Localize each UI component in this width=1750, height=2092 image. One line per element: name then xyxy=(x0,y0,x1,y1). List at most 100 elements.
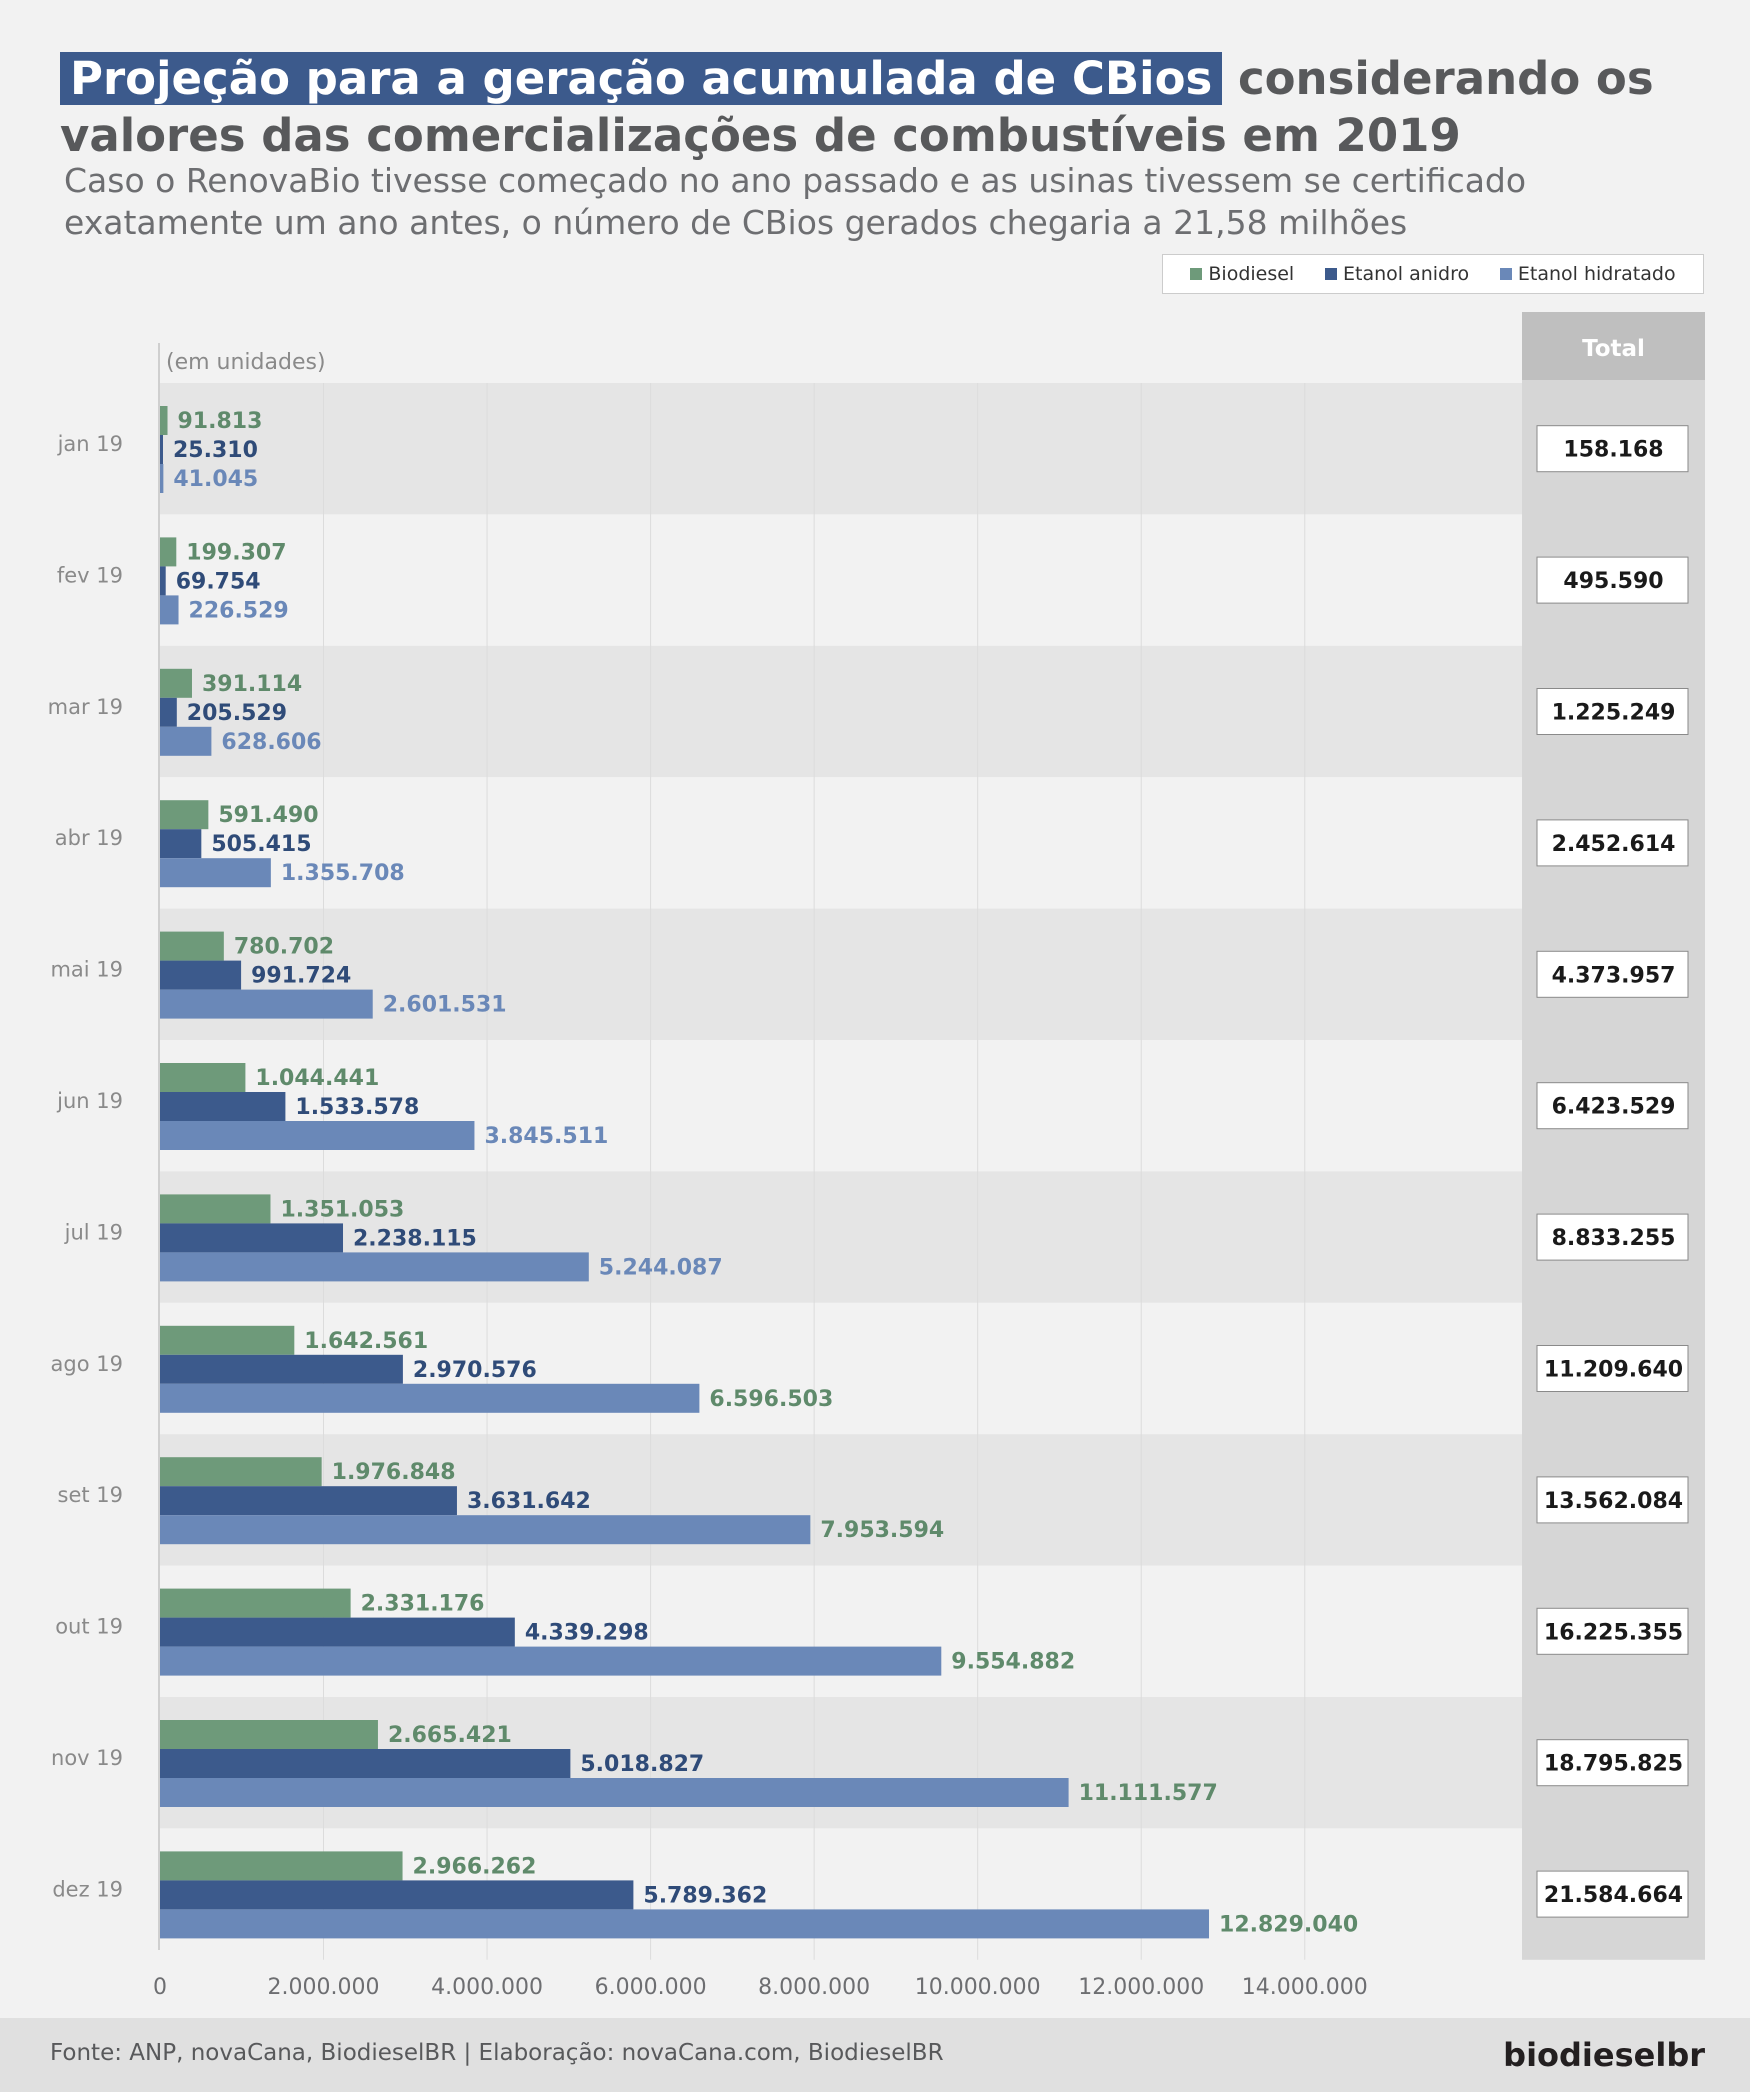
total-box xyxy=(1536,950,1689,998)
value-label-etanol-anidro: 2.970.576 xyxy=(413,1358,537,1383)
category-label: out 19 xyxy=(55,1615,123,1639)
bar-etanol-hidratado xyxy=(160,464,164,493)
value-label-etanol-anidro: 5.018.827 xyxy=(580,1752,704,1777)
row-band xyxy=(160,777,1522,909)
total-box xyxy=(1536,1607,1689,1655)
legend-item-etanol-anidro: Etanol anidro xyxy=(1324,263,1469,285)
totals-header-bg xyxy=(1522,312,1705,380)
legend-item-biodiesel: Biodiesel xyxy=(1190,263,1294,285)
total-value: 18.795.825 xyxy=(1544,1752,1683,1777)
category-label: nov 19 xyxy=(51,1746,123,1770)
totals-header: Total xyxy=(1582,336,1645,362)
row-band xyxy=(160,908,1522,1040)
total-value: 2.452.614 xyxy=(1552,832,1676,857)
total-box xyxy=(1536,1345,1689,1392)
bar-biodiesel xyxy=(160,931,224,961)
legend-item-etanol-hidratado: Etanol hidratado xyxy=(1499,263,1676,285)
value-label-etanol-hidratado: 628.606 xyxy=(221,730,321,755)
bar-etanol-hidratado xyxy=(160,1383,700,1413)
bar-etanol-anidro xyxy=(160,829,202,859)
bar-etanol-anidro xyxy=(160,1617,515,1647)
value-label-etanol-anidro: 2.238.115 xyxy=(353,1226,477,1251)
bar-biodiesel xyxy=(160,1588,351,1618)
bar-etanol-hidratado xyxy=(160,989,373,1019)
bar-etanol-hidratado xyxy=(160,1515,811,1545)
value-label-biodiesel: 391.114 xyxy=(202,672,302,697)
value-label-biodiesel: 1.642.561 xyxy=(304,1329,428,1354)
category-label: mar 19 xyxy=(48,695,123,719)
value-label-etanol-anidro: 505.415 xyxy=(211,832,311,857)
total-box xyxy=(1536,688,1689,735)
y-axis-label: (em unidades) xyxy=(166,350,326,375)
value-label-etanol-anidro: 69.754 xyxy=(176,569,261,594)
x-tick-label: 6.000.000 xyxy=(595,1975,707,2000)
bar-etanol-anidro xyxy=(160,566,166,596)
value-label-etanol-hidratado: 7.953.594 xyxy=(820,1518,944,1543)
x-tick-label: 0 xyxy=(153,1975,167,2000)
total-value: 8.833.255 xyxy=(1552,1226,1676,1251)
bar-etanol-hidratado xyxy=(160,595,179,625)
value-label-etanol-anidro: 991.724 xyxy=(251,964,351,989)
value-label-etanol-hidratado: 1.355.708 xyxy=(281,861,405,886)
category-label: set 19 xyxy=(58,1483,124,1507)
category-label: ago 19 xyxy=(51,1352,123,1376)
total-value: 6.423.529 xyxy=(1552,1095,1676,1120)
bar-biodiesel xyxy=(160,1851,403,1881)
category-label: jan 19 xyxy=(57,432,123,456)
row-band xyxy=(160,645,1522,778)
bar-etanol-hidratado xyxy=(160,1646,942,1676)
total-box xyxy=(1536,1870,1689,1918)
category-label: jun 19 xyxy=(56,1089,123,1113)
legend-label-etanol-hidratado: Etanol hidratado xyxy=(1517,263,1676,285)
value-label-etanol-anidro: 4.339.298 xyxy=(525,1621,649,1646)
total-value: 158.168 xyxy=(1563,438,1663,463)
value-label-biodiesel: 1.976.848 xyxy=(332,1460,456,1485)
bar-biodiesel xyxy=(160,1194,271,1224)
total-box xyxy=(1536,1082,1689,1130)
bar-etanol-hidratado xyxy=(160,726,212,756)
bar-etanol-anidro xyxy=(160,1486,457,1516)
bar-etanol-hidratado xyxy=(160,1252,589,1282)
total-value: 11.209.640 xyxy=(1544,1358,1683,1383)
legend: Biodiesel Etanol anidro Etanol hidratado xyxy=(1162,254,1704,294)
legend-swatch-etanol-anidro xyxy=(1324,268,1337,280)
bar-etanol-anidro xyxy=(160,960,242,990)
bar-etanol-hidratado xyxy=(160,1778,1069,1807)
value-label-etanol-anidro: 3.631.642 xyxy=(467,1489,591,1514)
category-label: mai 19 xyxy=(50,958,123,982)
row-band xyxy=(160,514,1522,646)
value-label-biodiesel: 2.966.262 xyxy=(413,1854,537,1879)
category-label: dez 19 xyxy=(52,1877,123,1901)
row-band xyxy=(160,383,1522,515)
value-label-biodiesel: 591.490 xyxy=(218,803,318,828)
bar-biodiesel xyxy=(160,668,192,698)
category-label: jul 19 xyxy=(64,1220,123,1244)
total-box xyxy=(1536,1476,1689,1524)
value-label-biodiesel: 2.331.176 xyxy=(361,1592,485,1617)
total-value: 13.562.084 xyxy=(1544,1489,1683,1514)
value-label-etanol-hidratado: 3.845.511 xyxy=(484,1124,608,1149)
bar-etanol-anidro xyxy=(160,1092,286,1121)
total-value: 495.590 xyxy=(1563,569,1663,594)
legend-swatch-etanol-hidratado xyxy=(1499,268,1512,280)
bar-biodiesel xyxy=(160,1063,246,1092)
x-tick-label: 2.000.000 xyxy=(268,1975,380,2000)
bar-biodiesel xyxy=(160,1325,295,1355)
value-label-biodiesel: 91.813 xyxy=(178,409,263,434)
legend-swatch-biodiesel xyxy=(1190,268,1203,280)
bar-etanol-hidratado xyxy=(160,1121,475,1150)
value-label-etanol-hidratado: 2.601.531 xyxy=(383,993,507,1018)
bar-biodiesel xyxy=(160,1457,322,1487)
chart-title: Projeção para a geração acumulada de CBi… xyxy=(60,50,1700,164)
x-tick-label: 12.000.000 xyxy=(1078,1975,1204,2000)
x-tick-label: 8.000.000 xyxy=(758,1975,870,2000)
value-label-etanol-anidro: 205.529 xyxy=(187,701,287,726)
title-highlight: Projeção para a geração acumulada de CBi… xyxy=(60,52,1223,105)
total-value: 1.225.249 xyxy=(1552,701,1676,726)
total-box xyxy=(1536,556,1689,604)
value-label-biodiesel: 1.351.053 xyxy=(280,1197,404,1222)
bar-biodiesel xyxy=(160,406,168,435)
total-box xyxy=(1536,1213,1689,1261)
value-label-etanol-hidratado: 12.829.040 xyxy=(1219,1912,1358,1937)
category-label: fev 19 xyxy=(57,563,123,587)
